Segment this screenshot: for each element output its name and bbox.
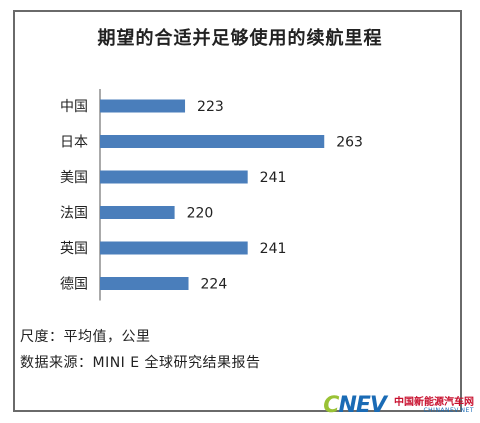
bar xyxy=(100,170,248,184)
category-label: 英国 xyxy=(60,240,88,257)
data-label: 223 xyxy=(197,99,224,115)
watermark-name: 中国新能源汽车网 xyxy=(394,397,474,408)
bar xyxy=(100,277,189,290)
category-label: 中国 xyxy=(60,99,88,115)
data-label: 263 xyxy=(336,135,363,151)
category-label: 日本 xyxy=(60,135,88,151)
bar xyxy=(100,241,248,255)
category-label: 法国 xyxy=(60,206,88,222)
data-label: 241 xyxy=(260,170,287,186)
chart-title: 期望的合适并足够使用的续航里程 xyxy=(97,28,383,49)
category-label: 美国 xyxy=(60,170,88,186)
watermark-url: CHINANEV.NET xyxy=(423,407,474,414)
site-watermark: CNEV 中国新能源汽车网 CHINANEV.NET xyxy=(323,395,474,417)
data-label: 241 xyxy=(260,241,287,257)
source-note: 数据来源：MINI E 全球研究结果报告 xyxy=(20,355,261,371)
bar xyxy=(100,99,186,113)
cnev-logo: CNEV xyxy=(323,393,387,418)
category-label: 德国 xyxy=(60,277,88,293)
chart-frame xyxy=(13,10,462,412)
bar xyxy=(100,206,175,219)
bar xyxy=(100,135,325,148)
unit-note: 尺度：平均值，公里 xyxy=(20,329,151,345)
data-label: 224 xyxy=(201,277,228,293)
data-label: 220 xyxy=(187,206,214,222)
